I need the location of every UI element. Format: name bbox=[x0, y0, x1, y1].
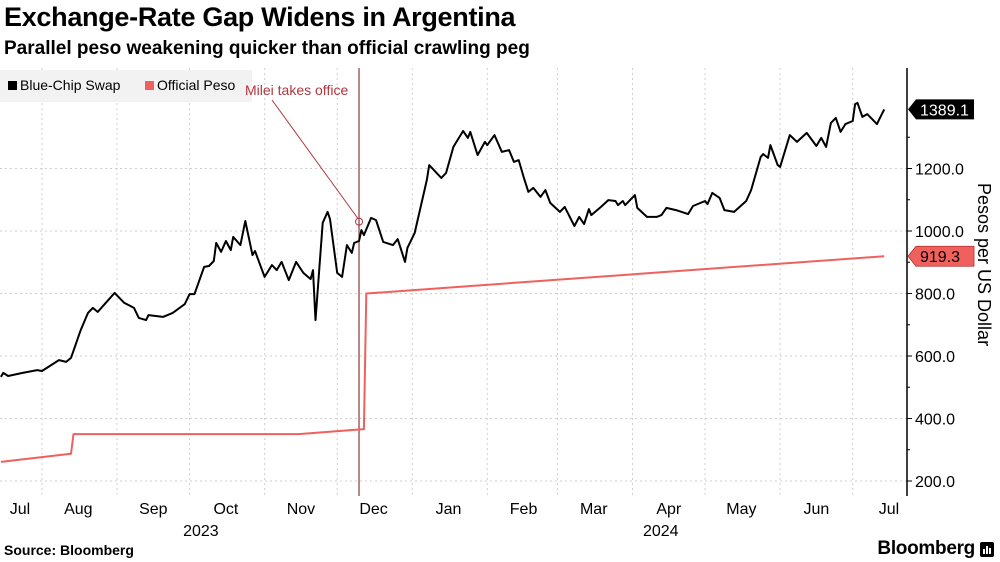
x-tick-label: Sep bbox=[139, 501, 168, 518]
chart-title: Exchange-Rate Gap Widens in Argentina bbox=[4, 2, 516, 32]
bloomberg-logo: Bloomberg bbox=[877, 538, 994, 560]
y-axis-label: Pesos per US Dollar bbox=[974, 183, 994, 346]
x-year-label: 2023 bbox=[183, 523, 219, 540]
grid bbox=[0, 68, 907, 496]
y-tick-label: 1000.0 bbox=[915, 224, 964, 241]
y-tick-label: 600.0 bbox=[915, 349, 955, 366]
y-tick-label: 400.0 bbox=[915, 412, 955, 429]
legend-label-blue-chip: Blue-Chip Swap bbox=[20, 77, 121, 93]
bloomberg-chart-icon bbox=[980, 541, 994, 557]
x-tick-label: Jan bbox=[436, 501, 462, 518]
legend-swatch-blue-chip bbox=[8, 81, 17, 90]
source-note: Source: Bloomberg bbox=[4, 542, 134, 558]
series-blue-chip-swap bbox=[0, 101, 886, 378]
x-tick-label: Apr bbox=[656, 501, 682, 518]
badge-shape bbox=[907, 245, 975, 267]
y-tick-label: 800.0 bbox=[915, 287, 955, 304]
y-tick-label: 200.0 bbox=[915, 474, 955, 491]
y-axis: 200.0 400.0 600.0 800.0 1000.0 1200.0 1389.1 91… bbox=[906, 68, 975, 496]
x-tick-label: Dec bbox=[359, 501, 387, 518]
annotation: Milei takes office bbox=[245, 82, 364, 226]
badge-shape bbox=[908, 99, 974, 120]
y-tick-label: 1200.0 bbox=[915, 162, 964, 179]
x-tick-label: May bbox=[726, 501, 756, 518]
legend-label-official: Official Peso bbox=[157, 77, 236, 93]
annotation-marker bbox=[355, 217, 364, 226]
x-tick-label: Mar bbox=[580, 501, 608, 518]
x-tick-label: Oct bbox=[213, 501, 238, 518]
legend-swatch-official bbox=[145, 81, 154, 90]
annotation-label: Milei takes office bbox=[245, 82, 348, 98]
x-tick-label: Aug bbox=[64, 501, 92, 518]
x-tick-label: Jun bbox=[804, 501, 830, 518]
x-tick-label: Jul bbox=[879, 501, 899, 518]
brand-name: Bloomberg bbox=[877, 538, 975, 559]
x-axis: Jul Aug Sep Oct Nov Dec Jan Feb Mar Apr May Jun Jul 2… bbox=[10, 501, 899, 540]
legend: Blue-Chip Swap Official Peso bbox=[8, 77, 236, 93]
x-year-label: 2024 bbox=[643, 523, 679, 540]
last-value-badge-official: 919.3 bbox=[907, 245, 975, 267]
badge-value: 1389.1 bbox=[920, 102, 969, 119]
annotation-pointer bbox=[271, 99, 359, 219]
x-tick-label: Jul bbox=[10, 501, 30, 518]
badge-value: 919.3 bbox=[920, 249, 960, 266]
series-official-peso bbox=[0, 255, 885, 463]
x-tick-label: Nov bbox=[287, 501, 315, 518]
last-value-badge-blue-chip: 1389.1 bbox=[908, 99, 974, 120]
series-layer bbox=[0, 68, 886, 496]
x-tick-label: Feb bbox=[510, 501, 538, 518]
legend-background bbox=[0, 70, 252, 102]
chart-subtitle: Parallel peso weakening quicker than off… bbox=[4, 38, 530, 59]
